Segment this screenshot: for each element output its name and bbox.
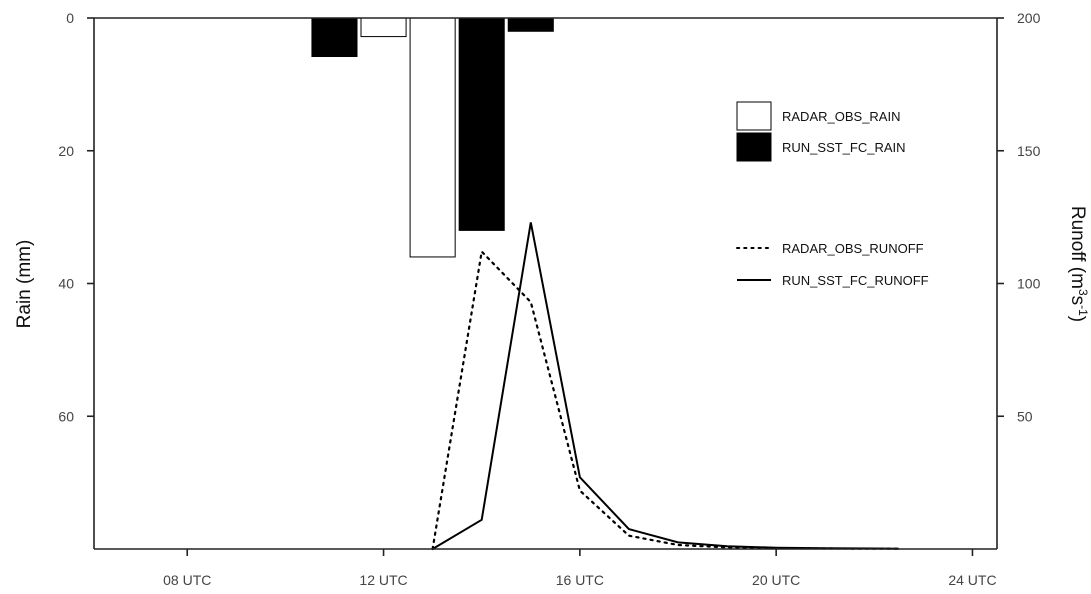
y-right-tick-label: 100: [1017, 276, 1041, 292]
runoff-lines: [431, 222, 900, 551]
legend-label: RUN_SST_FC_RUNOFF: [782, 273, 929, 288]
y-left-axis-title: Rain (mm): [14, 240, 35, 329]
y-right-axis-title: Runoff (m3s-1): [1067, 206, 1090, 322]
runoff-line-radar-obs-runoff: [431, 249, 900, 551]
rain-bar-run-sst-fc-rain: [458, 17, 505, 231]
x-tick-label: 08 UTC: [163, 572, 211, 588]
legend-label: RADAR_OBS_RAIN: [782, 109, 900, 124]
y-right-tick-label: 200: [1017, 10, 1041, 26]
y-right-tick-label: 50: [1017, 408, 1033, 424]
legend-label: RUN_SST_FC_RAIN: [782, 140, 906, 155]
legend-swatch-radar-obs-rain: [736, 101, 772, 131]
y-left-tick-label: 0: [66, 10, 74, 26]
y-right-axis-title-base: Runoff (m: [1067, 206, 1088, 289]
legend-swatch-run-sst-fc-rain: [736, 132, 772, 162]
x-tick-label: 24 UTC: [948, 572, 996, 588]
x-tick-label: 16 UTC: [556, 572, 604, 588]
x-tick-label: 12 UTC: [359, 572, 407, 588]
rain-bar-run-sst-fc-rain: [311, 17, 358, 57]
legend-label: RADAR_OBS_RUNOFF: [782, 241, 924, 256]
y-right-axis-title-sup2: -1: [1076, 305, 1090, 316]
rain-bars: [311, 17, 554, 258]
y-right-axis-title-end: ): [1067, 316, 1088, 322]
y-left-tick-label: 20: [58, 143, 74, 159]
rain-bar-radar-obs-rain: [360, 17, 407, 38]
y-left-tick-label: 40: [58, 276, 74, 292]
y-right-tick-label: 150: [1017, 143, 1041, 159]
legend: RADAR_OBS_RAIN RUN_SST_FC_RAIN RADAR_OBS_R…: [736, 101, 929, 288]
axes: 0 20 40 60 50 100 150 200 08 UTC 12 UTC 16 UTC 20 U…: [58, 10, 1040, 588]
x-tick-label: 20 UTC: [752, 572, 800, 588]
y-right-axis-title-sup1: 3: [1076, 289, 1090, 296]
rain-bar-radar-obs-rain: [409, 17, 456, 258]
runoff-line-run-sst-fc-runoff: [432, 222, 899, 550]
rain-bar-run-sst-fc-rain: [507, 17, 554, 32]
y-right-axis-title-unit: s: [1067, 296, 1088, 306]
y-left-tick-label: 60: [58, 408, 74, 424]
